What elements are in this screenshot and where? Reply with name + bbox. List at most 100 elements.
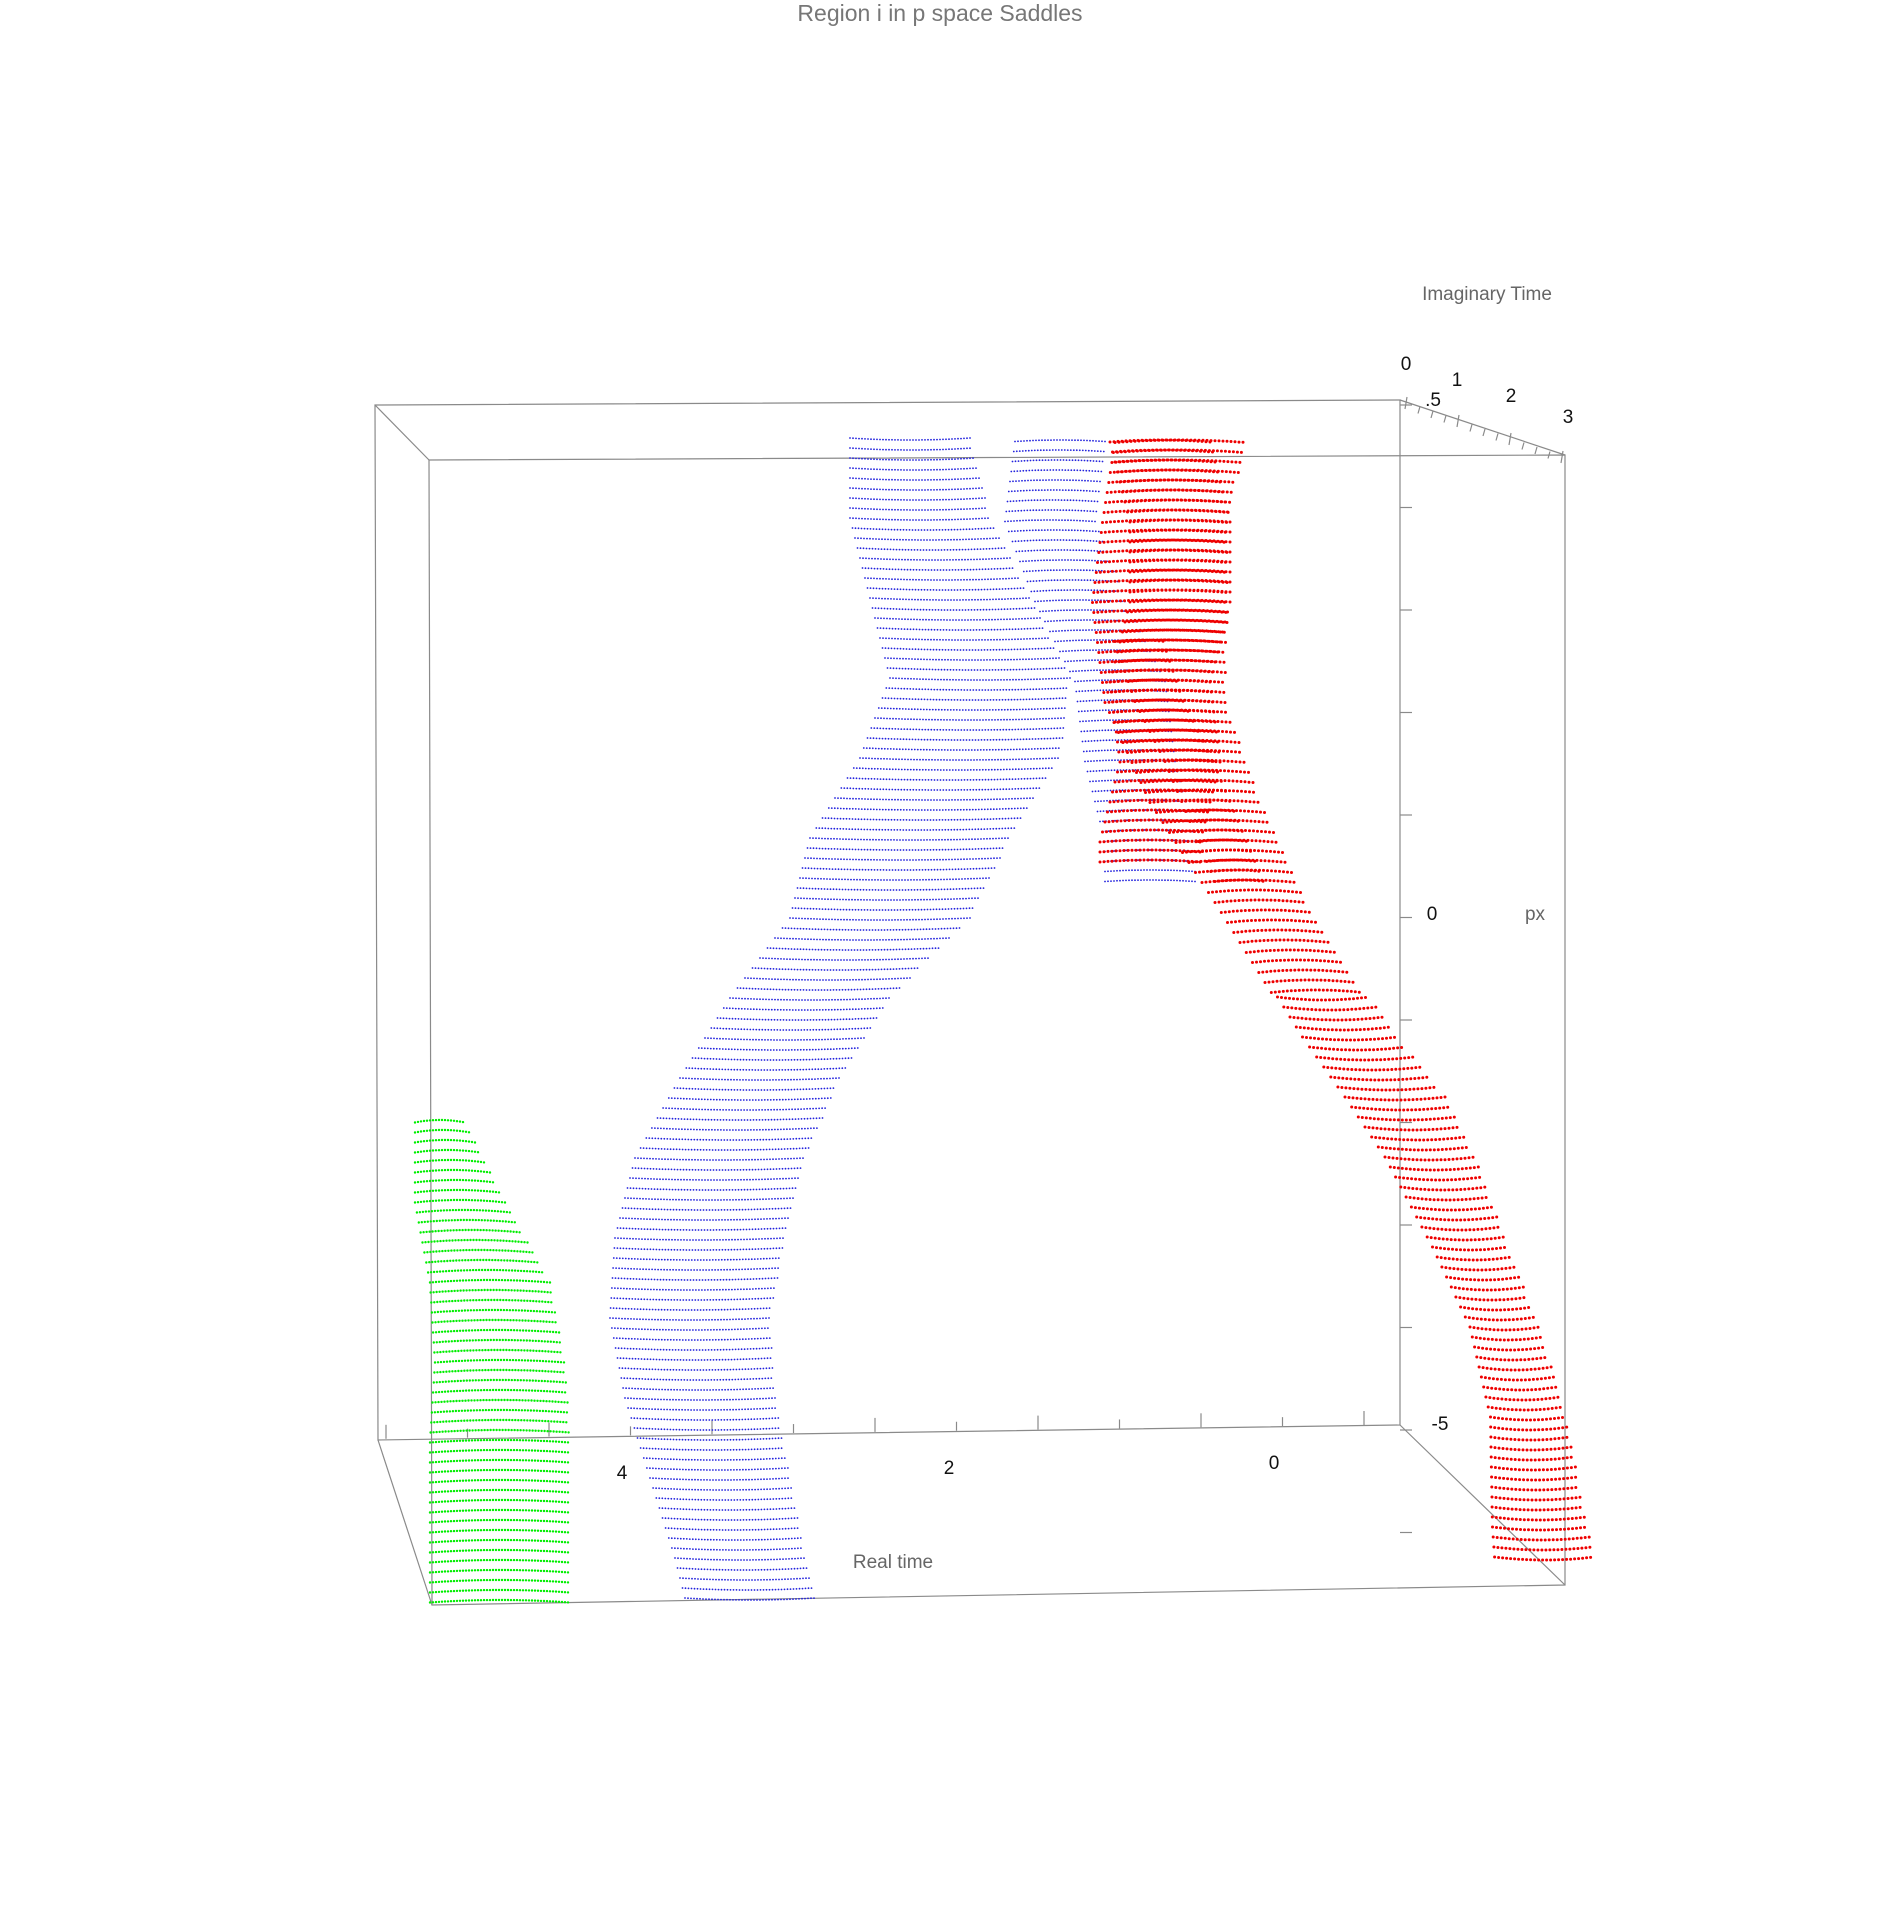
green-point <box>524 1319 527 1322</box>
blue-point <box>893 538 895 541</box>
blue-point <box>912 509 914 511</box>
blue-point <box>805 887 808 890</box>
blue-point <box>903 798 905 801</box>
blue-point <box>1047 687 1050 690</box>
blue-point <box>852 487 854 490</box>
blue-point <box>936 799 938 801</box>
green-point <box>482 1578 486 1582</box>
blue-point <box>898 618 900 620</box>
green-point <box>434 1540 438 1544</box>
blue-point <box>972 629 975 631</box>
blue-point <box>932 648 935 651</box>
green-point <box>461 1499 465 1502</box>
green-point <box>476 1569 480 1572</box>
blue-point <box>879 498 881 501</box>
green-point <box>527 1539 531 1542</box>
blue-point <box>789 917 791 919</box>
blue-point <box>928 878 930 881</box>
green-point <box>458 1449 462 1453</box>
blue-point <box>948 468 950 471</box>
blue-point <box>891 568 894 571</box>
z-tick-mark <box>1482 428 1486 437</box>
green-point <box>442 1239 445 1243</box>
blue-point <box>905 809 908 811</box>
blue-point <box>1020 628 1023 630</box>
blue-point <box>799 887 802 889</box>
green-point <box>431 1551 435 1554</box>
green-point <box>531 1270 535 1273</box>
blue-point <box>1023 638 1025 640</box>
green-point <box>419 1150 423 1153</box>
blue-point <box>914 908 917 911</box>
green-point <box>438 1290 441 1294</box>
blue-point <box>950 809 953 811</box>
green-point <box>488 1568 492 1572</box>
blue-point <box>873 939 875 941</box>
blue-point <box>938 898 940 901</box>
blue-point <box>971 739 974 741</box>
blue-point <box>834 858 836 860</box>
green-point <box>452 1559 456 1563</box>
blue-point <box>969 578 971 581</box>
blue-point <box>902 809 905 811</box>
green-point <box>493 1308 497 1312</box>
green-point <box>507 1289 510 1292</box>
green-point <box>418 1211 422 1214</box>
blue-point <box>963 447 965 450</box>
green-point <box>439 1360 443 1364</box>
blue-point <box>881 909 884 911</box>
green-point <box>521 1549 525 1552</box>
blue-point <box>1000 557 1002 560</box>
green-point <box>536 1479 540 1482</box>
green-point <box>557 1520 561 1524</box>
green-point <box>450 1269 454 1273</box>
blue-point <box>865 557 867 560</box>
blue-point <box>859 949 862 951</box>
green-point <box>500 1278 504 1282</box>
green-point <box>480 1219 483 1222</box>
blue-point <box>857 808 860 810</box>
green-point <box>450 1219 453 1222</box>
blue-point <box>828 868 831 870</box>
green-point <box>452 1129 456 1132</box>
green-point <box>430 1301 433 1304</box>
blue-point <box>889 889 892 891</box>
blue-point <box>932 819 935 821</box>
blue-point <box>933 799 935 801</box>
blue-point <box>1051 757 1053 760</box>
blue-point <box>940 927 943 930</box>
green-point <box>509 1448 513 1452</box>
green-point <box>542 1479 546 1483</box>
green-point <box>536 1519 540 1522</box>
blue-point <box>885 448 887 451</box>
blue-point <box>882 939 884 941</box>
blue-point <box>942 508 944 511</box>
blue-point <box>1015 748 1018 751</box>
blue-point <box>978 689 981 691</box>
blue-point <box>870 468 872 470</box>
blue-point <box>840 939 842 941</box>
blue-point <box>955 679 957 681</box>
green-point <box>434 1450 438 1454</box>
green-point <box>559 1410 563 1414</box>
green-point <box>503 1478 507 1482</box>
blue-point <box>941 819 944 821</box>
blue-point <box>928 559 930 561</box>
green-point <box>509 1568 513 1572</box>
green-point <box>547 1350 550 1353</box>
green-point <box>497 1278 501 1282</box>
blue-point <box>784 947 787 950</box>
green-point <box>512 1329 516 1332</box>
blue-point <box>985 548 988 550</box>
green-point <box>501 1428 504 1432</box>
blue-point <box>861 477 863 480</box>
blue-point <box>915 768 918 771</box>
green-point <box>545 1330 549 1333</box>
blue-point <box>992 837 994 840</box>
blue-point <box>881 587 884 590</box>
blue-point <box>903 519 905 521</box>
green-point <box>563 1391 567 1394</box>
green-point <box>452 1119 456 1123</box>
blue-point <box>875 838 877 841</box>
blue-point <box>988 679 990 681</box>
